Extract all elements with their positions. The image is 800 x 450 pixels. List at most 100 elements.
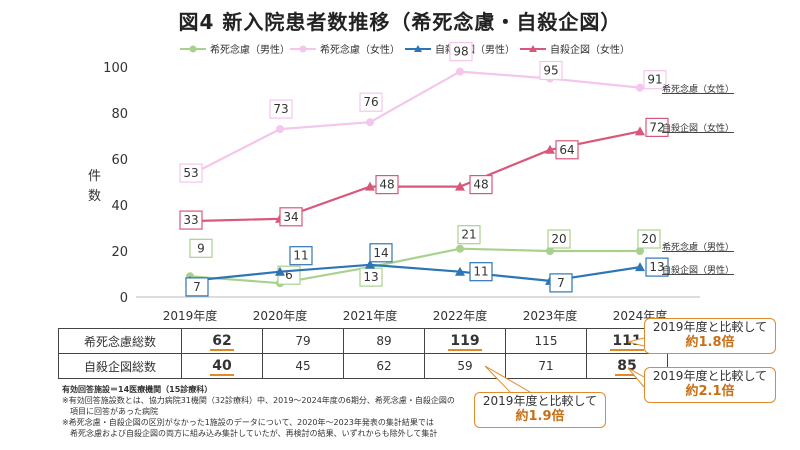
data-label: 7 xyxy=(193,280,201,294)
summary-table: 希死念慮総数 62 79 89 119 115 111 自殺企図総数 40 45… xyxy=(58,328,668,379)
data-label-box xyxy=(179,210,203,230)
table-cell: 115 xyxy=(505,328,587,354)
table-cell: 62 xyxy=(181,328,263,354)
data-point xyxy=(635,262,645,272)
data-label-box xyxy=(359,92,383,112)
data-label: 64 xyxy=(559,143,574,157)
x-tick-label: 2023年度 xyxy=(523,308,578,323)
data-label-box xyxy=(369,243,393,263)
page-title: 図4 新入院患者数推移（希死念慮・自殺企図） xyxy=(178,10,622,34)
x-tick-label: 2021年度 xyxy=(343,308,398,323)
series-end-label: 自殺企図（男性） xyxy=(662,264,734,276)
legend-marker xyxy=(189,45,197,53)
series-end-label: 自殺企図（女性） xyxy=(662,122,734,134)
table-cell: 79 xyxy=(262,328,344,354)
data-label: 21 xyxy=(461,228,476,242)
data-label: 48 xyxy=(473,178,488,192)
data-point xyxy=(455,266,465,276)
y-tick-label: 100 xyxy=(103,61,128,76)
data-label-box xyxy=(469,262,493,282)
data-label: 13 xyxy=(363,270,378,284)
data-label-box xyxy=(643,70,667,90)
legend-entry: 自殺企図（女性） xyxy=(550,43,630,56)
data-label-box xyxy=(645,117,669,138)
data-label-box xyxy=(189,238,213,258)
table-cell: 71 xyxy=(505,353,587,379)
legend-entry: 希死念慮（男性） xyxy=(210,43,290,56)
y-axis-label-1: 件 xyxy=(88,169,102,184)
callout-ratio-1: 2019年度と比較して 約1.8倍 xyxy=(644,318,776,354)
legend-entry: 自殺企図（男性） xyxy=(435,43,515,56)
data-label: 95 xyxy=(543,64,558,78)
data-label: 33 xyxy=(183,213,198,227)
series-end-label: 希死念慮（男性） xyxy=(662,241,734,253)
footnote: ※有効回答施設数とは、協力病院31機関（32診療科）中、2019～2024年度の… xyxy=(62,396,455,405)
data-label: 20 xyxy=(641,232,656,246)
table-cell: 89 xyxy=(343,328,425,354)
row-label: 自殺企図総数 xyxy=(58,353,182,379)
data-label: 9 xyxy=(197,241,205,255)
series-line xyxy=(189,70,641,177)
footnote: 希死念慮および自殺企図の両方に組み込み集計していたが、再検討の結果、いずれからも… xyxy=(62,429,438,438)
data-label: 6 xyxy=(285,268,293,282)
data-label: 72 xyxy=(649,120,664,134)
data-point xyxy=(275,266,285,276)
data-label: 98 xyxy=(453,45,468,59)
data-label: 20 xyxy=(551,232,566,246)
data-label: 13 xyxy=(649,260,664,274)
series-end-label: 希死念慮（女性） xyxy=(662,83,734,95)
data-label-box xyxy=(185,277,209,297)
data-point xyxy=(365,181,375,191)
table-row: 希死念慮総数 62 79 89 119 115 111 xyxy=(58,328,668,354)
x-tick-label: 2019年度 xyxy=(163,308,218,323)
table-cell: 45 xyxy=(262,353,344,379)
footnotes: 有効回答施設＝14医療機関（15診療科） ※有効回答施設数とは、協力病院31機関… xyxy=(62,384,455,439)
data-point xyxy=(545,144,555,154)
data-point xyxy=(636,247,644,255)
data-label: 73 xyxy=(273,102,288,116)
legend-marker xyxy=(414,45,422,52)
table-cell: 62 xyxy=(343,353,425,379)
data-point xyxy=(456,244,464,253)
data-label-box xyxy=(469,175,493,195)
data-label-box xyxy=(555,140,579,160)
data-label-box xyxy=(457,225,481,245)
data-label-box xyxy=(279,207,303,227)
y-tick-label: 0 xyxy=(120,291,128,306)
data-point xyxy=(455,181,465,191)
y-tick-label: 80 xyxy=(111,107,128,122)
data-point xyxy=(636,83,644,92)
row-label: 希死念慮総数 xyxy=(58,328,182,354)
legend-marker xyxy=(299,45,307,53)
data-label: 14 xyxy=(373,246,388,260)
data-point xyxy=(365,259,375,269)
data-label: 48 xyxy=(379,178,394,192)
data-label: 76 xyxy=(363,95,378,109)
data-label: 11 xyxy=(473,265,488,279)
line-chart: 0 20 40 60 80 100 2019年度 2020年度 2021年度 2022年度 2023… xyxy=(103,41,734,323)
data-label-box xyxy=(637,229,661,249)
data-label: 7 xyxy=(557,276,565,290)
table-cell: 40 xyxy=(181,353,263,379)
data-label: 53 xyxy=(183,166,198,180)
data-label-box xyxy=(645,257,669,277)
data-label-box xyxy=(269,99,293,119)
series-line xyxy=(189,247,640,285)
y-tick-label: 40 xyxy=(111,199,128,214)
data-label-box xyxy=(289,246,313,266)
footnote: 有効回答施設＝14医療機関（15診療科） xyxy=(62,385,213,394)
data-label: 91 xyxy=(647,73,662,87)
callout-ratio-3: 2019年度と比較して 約1.9倍 xyxy=(474,392,606,428)
legend-marker xyxy=(529,45,537,52)
y-tick-label: 60 xyxy=(111,153,128,168)
x-tick-label: 2020年度 xyxy=(253,308,308,323)
y-axis-label-2: 数 xyxy=(88,189,102,204)
data-label-box xyxy=(549,273,573,293)
data-label: 34 xyxy=(283,210,298,224)
data-point xyxy=(366,118,374,127)
x-tick-label: 2022年度 xyxy=(433,308,488,323)
data-point xyxy=(276,125,284,134)
table-cell: 119 xyxy=(424,328,506,354)
callout-ratio-2: 2019年度と比較して 約2.1倍 xyxy=(644,367,776,403)
